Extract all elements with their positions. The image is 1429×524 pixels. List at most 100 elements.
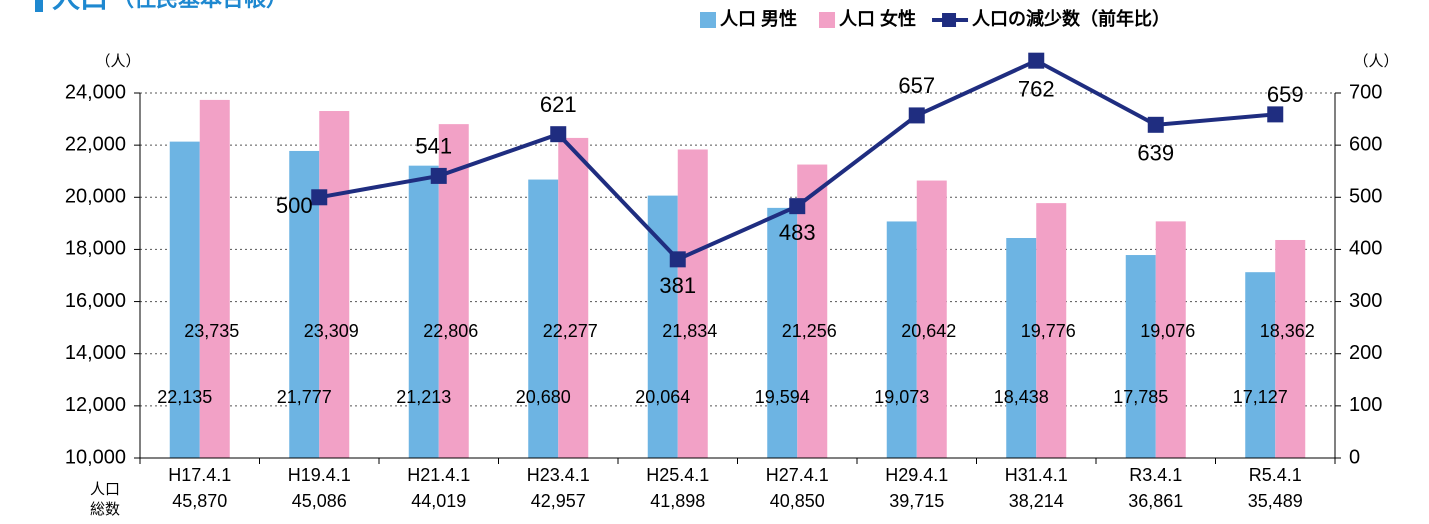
legend-label: 人口の減少数（前年比） <box>972 8 1170 29</box>
bar-value-label: 20,064 <box>635 387 690 407</box>
bar-value-label: 21,834 <box>662 321 717 341</box>
line-marker <box>1028 52 1045 69</box>
title-marker <box>35 0 43 12</box>
line-value-label: 657 <box>898 73 935 98</box>
bar-value-label: 21,777 <box>277 387 332 407</box>
legend-label: 人口 女性 <box>839 8 916 29</box>
chart-title: 人口 <box>52 0 108 13</box>
x-tick-label: H17.4.1 <box>168 465 231 485</box>
y2-tick-label: 700 <box>1349 81 1382 103</box>
bar <box>1275 239 1306 458</box>
y-tick-label: 22,000 <box>65 133 126 155</box>
y-tick-label: 14,000 <box>65 342 126 364</box>
bar-value-label: 17,127 <box>1233 387 1288 407</box>
x-tick-label: H23.4.1 <box>527 465 590 485</box>
x-tick-label: H21.4.1 <box>407 465 470 485</box>
line-value-label: 639 <box>1137 141 1174 166</box>
total-row-label: 人口 <box>90 481 120 498</box>
y-tick-label: 24,000 <box>65 81 126 103</box>
line-value-label: 762 <box>1018 76 1055 101</box>
x-tick-label: R3.4.1 <box>1129 465 1182 485</box>
bar <box>1006 238 1037 458</box>
bar-value-label: 21,256 <box>782 321 837 341</box>
bar <box>1125 255 1156 458</box>
bar-value-label: 21,213 <box>396 387 451 407</box>
line-marker <box>908 107 925 124</box>
bar <box>886 221 917 458</box>
bar <box>408 165 439 458</box>
bar <box>1036 203 1067 458</box>
bar-value-label: 20,642 <box>901 321 956 341</box>
y-tick-label: 16,000 <box>65 290 126 312</box>
y-unit: （人） <box>95 53 140 70</box>
bar-value-label: 22,806 <box>423 321 478 341</box>
bar <box>647 195 678 459</box>
y-tick-label: 20,000 <box>65 186 126 208</box>
line-marker <box>1147 116 1164 133</box>
line-marker <box>311 189 328 206</box>
total-label: 42,957 <box>531 491 586 511</box>
x-tick-label: H19.4.1 <box>288 465 351 485</box>
line-value-label: 381 <box>659 273 696 298</box>
line-value-label: 500 <box>276 193 313 218</box>
legend-swatch <box>819 12 836 28</box>
bar-value-label: 22,135 <box>157 387 212 407</box>
x-tick-label: R5.4.1 <box>1249 465 1302 485</box>
legend-swatch <box>942 13 957 27</box>
bar <box>558 137 589 458</box>
y2-unit: （人） <box>1353 53 1398 70</box>
bar <box>1155 221 1186 458</box>
y-tick-label: 12,000 <box>65 394 126 416</box>
bar <box>767 207 798 458</box>
bar-value-label: 18,362 <box>1260 321 1315 341</box>
bar-value-label: 18,438 <box>994 387 1049 407</box>
bar-value-label: 17,785 <box>1113 387 1168 407</box>
bar-value-label: 22,277 <box>543 321 598 341</box>
y2-tick-label: 400 <box>1349 238 1382 260</box>
y2-tick-label: 200 <box>1349 342 1382 364</box>
bar-value-label: 19,076 <box>1140 321 1195 341</box>
bar-value-label: 20,680 <box>516 387 571 407</box>
bar <box>199 99 230 458</box>
y-tick-label: 10,000 <box>65 446 126 468</box>
bar <box>677 149 708 459</box>
bar <box>1245 272 1276 458</box>
bar <box>528 179 559 459</box>
x-tick-label: H27.4.1 <box>766 465 829 485</box>
total-label: 41,898 <box>650 491 705 511</box>
bar <box>916 180 947 458</box>
bar-value-label: 19,073 <box>874 387 929 407</box>
total-label: 35,489 <box>1248 491 1303 511</box>
line-value-label: 541 <box>415 134 452 159</box>
y-tick-label: 18,000 <box>65 238 126 260</box>
line-marker <box>1267 106 1284 123</box>
total-label: 40,850 <box>770 491 825 511</box>
x-tick-label: H25.4.1 <box>646 465 709 485</box>
legend-swatch <box>700 12 716 28</box>
y2-tick-label: 300 <box>1349 290 1382 312</box>
total-label: 39,715 <box>889 491 944 511</box>
line-marker <box>789 198 806 215</box>
bar-value-label: 19,594 <box>755 387 810 407</box>
line-value-label: 483 <box>779 220 816 245</box>
bar-value-label: 23,309 <box>304 321 359 341</box>
bar <box>169 141 200 458</box>
chart-subtitle: （住民基本台帳） <box>112 0 288 11</box>
y2-tick-label: 0 <box>1349 446 1360 468</box>
line-marker <box>430 167 447 184</box>
y2-tick-label: 600 <box>1349 133 1382 155</box>
x-tick-label: H31.4.1 <box>1005 465 1068 485</box>
bar-value-label: 19,776 <box>1021 321 1076 341</box>
total-label: 45,086 <box>292 491 347 511</box>
total-label: 36,861 <box>1128 491 1183 511</box>
line-value-label: 621 <box>540 92 577 117</box>
y2-tick-label: 100 <box>1349 394 1382 416</box>
bar <box>319 111 350 459</box>
x-tick-label: H29.4.1 <box>885 465 948 485</box>
line-marker <box>550 126 567 143</box>
bar-value-label: 23,735 <box>184 321 239 341</box>
legend-label: 人口 男性 <box>720 8 797 29</box>
y2-tick-label: 500 <box>1349 186 1382 208</box>
total-label: 44,019 <box>411 491 466 511</box>
